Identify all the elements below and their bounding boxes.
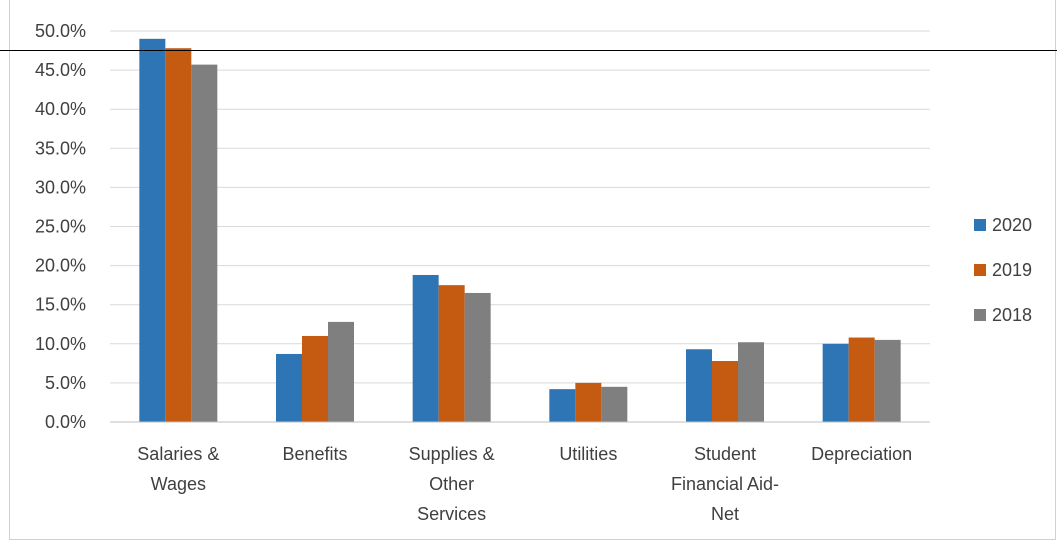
bar-2020 [549,389,576,422]
y-tick-label: 35.0% [35,138,86,158]
x-category-label: Student Financial Aid- Net [671,444,779,524]
x-category-label-line: Services [417,504,486,524]
x-category-label-line: Financial Aid- [671,474,779,494]
x-category-label: Supplies & Other Services [409,444,495,524]
bar-2020 [139,38,166,422]
y-tick-label: 0.0% [45,412,86,432]
legend-label-2019: 2019 [992,260,1032,280]
bar-2019 [302,335,328,422]
top-rule-line [0,50,1057,51]
y-tick-label: 5.0% [45,373,86,393]
bar-2019 [712,361,738,422]
x-category-label-line: Student [694,444,756,464]
legend-swatch-2020 [974,219,986,231]
bar-2020 [412,274,439,422]
legend: 2020 2019 2018 [974,215,1032,325]
x-category-label-line: Supplies & [409,444,495,464]
x-category-label-line: Salaries & [137,444,219,464]
x-category-label-line: Wages [151,474,206,494]
y-tick-label: 20.0% [35,256,86,276]
y-tick-label: 30.0% [35,177,86,197]
bar-2018 [191,64,218,422]
chart-frame [9,0,1056,540]
legend-swatch-2019 [974,264,986,276]
x-category-label: Benefits [282,444,347,464]
bar-2019 [165,48,192,422]
bar-2019 [438,285,465,422]
legend-swatch-2018 [974,309,986,321]
bar-2018 [874,339,901,422]
legend-label-2020: 2020 [992,215,1032,235]
y-tick-label: 10.0% [35,334,86,354]
x-category-label: Depreciation [811,444,912,464]
bar-2020 [276,353,302,422]
x-category-label-line: Depreciation [811,444,912,464]
x-category-label-line: Utilities [559,444,617,464]
bar-2018 [328,321,354,422]
x-category-label-line: Other [429,474,474,494]
x-category-label-line: Benefits [282,444,347,464]
gridlines [110,30,930,423]
bars [110,38,930,423]
bar-2020 [686,349,712,422]
y-tick-label: 15.0% [35,295,86,315]
bar-2018 [601,386,628,422]
y-tick-label: 45.0% [35,60,86,80]
bar-2019 [575,382,602,422]
y-axis-ticks: 0.0% 5.0% 10.0% 15.0% 20.0% 25.0% 30.0% 35.0% 40… [35,21,86,432]
bar-2018 [464,292,491,422]
y-tick-label: 50.0% [35,21,86,41]
x-category-label-line: Net [711,504,739,524]
x-category-label: Salaries & Wages [137,444,219,494]
bar-2020 [822,343,849,422]
x-axis-labels: Salaries & Wages Benefits Supplies & Other Se… [137,444,912,524]
x-category-label: Utilities [559,444,617,464]
y-tick-label: 40.0% [35,99,86,119]
legend-label-2018: 2018 [992,305,1032,325]
bar-2018 [738,342,764,422]
bar-2019 [848,337,875,422]
y-tick-label: 25.0% [35,217,86,237]
